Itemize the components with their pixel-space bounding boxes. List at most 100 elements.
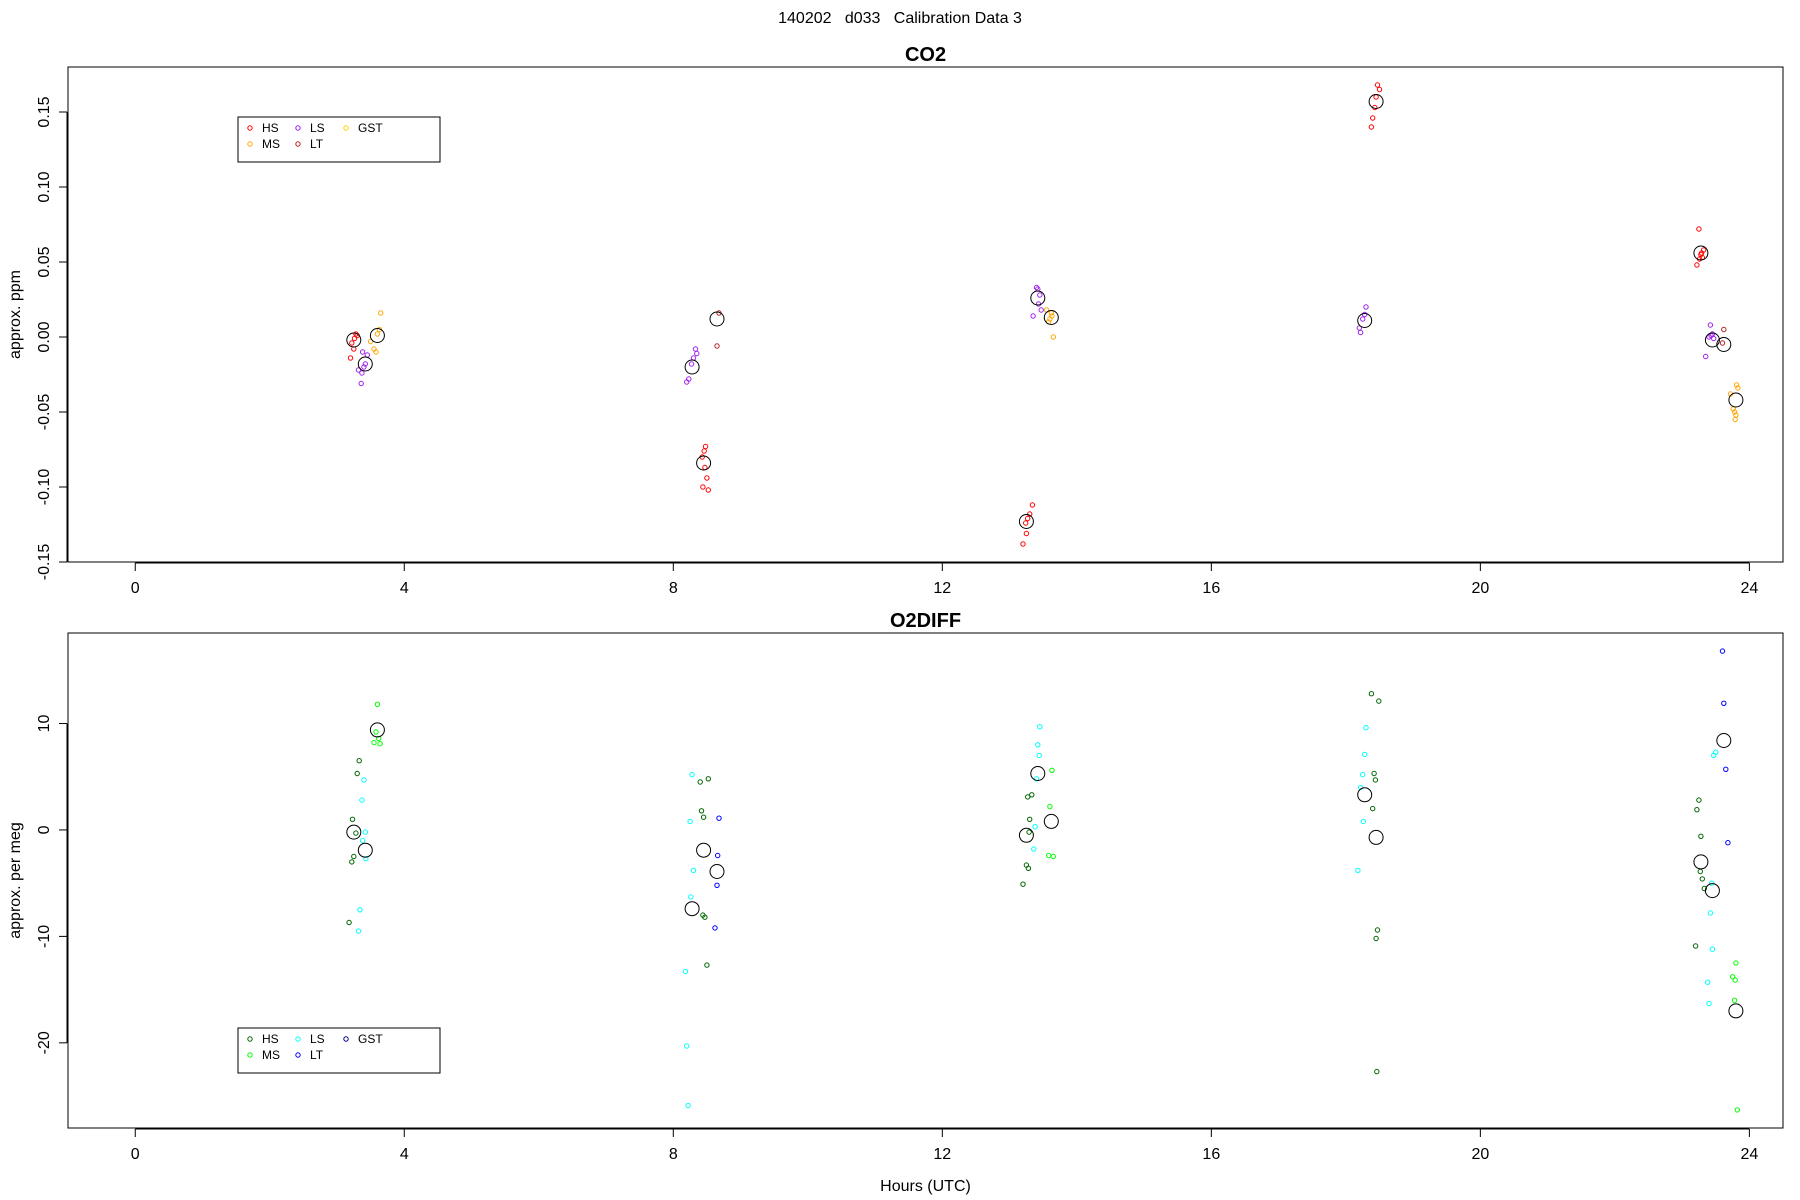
data-point: [361, 364, 367, 370]
data-point: [1731, 409, 1738, 415]
data-point: [1362, 311, 1368, 318]
data-point: [1734, 1107, 1741, 1113]
data-point: [1029, 792, 1035, 798]
mean-point: [696, 842, 712, 858]
data-point: [1355, 867, 1361, 874]
mean-point: [346, 332, 362, 348]
data-point: [688, 361, 695, 367]
data-point: [362, 829, 368, 835]
legend: HS MS LS LT GST: [237, 116, 441, 163]
panel-title: CO2: [905, 44, 946, 66]
data-point: [1371, 770, 1377, 777]
series-lt: [712, 648, 1731, 931]
data-point: [1713, 749, 1719, 755]
legend-label: LT: [310, 1048, 324, 1062]
x-tick-label: 20: [1471, 1146, 1489, 1163]
data-point: [1721, 326, 1727, 333]
data-point: [704, 962, 710, 968]
mean-point: [696, 455, 712, 471]
legend-box: [237, 1027, 441, 1074]
data-point: [701, 448, 707, 454]
y-tick-label: 0.05: [36, 246, 53, 277]
legend-label: LS: [310, 121, 325, 135]
legend-marker: [295, 1036, 301, 1042]
data-point: [1725, 840, 1731, 846]
data-point: [1036, 752, 1042, 759]
data-point: [1050, 853, 1057, 860]
data-point: [1729, 974, 1736, 980]
legend-entry-ms: MS: [247, 137, 280, 151]
data-point: [354, 770, 360, 777]
legend-marker: [247, 1052, 253, 1058]
data-point: [373, 729, 379, 735]
data-point: [363, 856, 369, 862]
data-point: [684, 1043, 690, 1049]
legend-label: GST: [358, 1032, 383, 1046]
data-point: [1368, 691, 1375, 697]
data-point: [1374, 82, 1381, 88]
mean-point: [1043, 813, 1059, 829]
data-point: [1049, 767, 1055, 773]
data-point: [1370, 805, 1376, 812]
data-point: [1020, 541, 1026, 547]
data-point: [1023, 530, 1030, 537]
data-point: [1035, 301, 1042, 307]
mean-point: [1716, 337, 1732, 352]
y-tick-label: -20: [36, 1031, 53, 1054]
mean-point: [1728, 1003, 1744, 1019]
data-point: [1705, 979, 1711, 985]
series-ls: [355, 284, 1717, 387]
mean-point: [369, 328, 385, 343]
y-axis: -0.15 -0.10 -0.05 0.00 0.05 0.10 0.15: [36, 96, 68, 580]
data-point: [685, 1102, 691, 1109]
data-point: [1022, 520, 1029, 526]
data-point: [1368, 124, 1375, 130]
data-point: [1050, 334, 1057, 340]
x-tick-label: 4: [400, 580, 409, 597]
data-point: [1047, 803, 1053, 810]
data-point: [349, 340, 355, 346]
data-point: [1731, 997, 1738, 1003]
y-axis-label: approx. ppm: [7, 270, 24, 359]
legend-label: MS: [262, 1048, 280, 1062]
series-hs: [347, 82, 1707, 547]
mean-point: [1704, 332, 1720, 348]
data-point: [1719, 648, 1726, 654]
data-point: [1723, 766, 1729, 772]
data-point: [1032, 824, 1038, 830]
x-tick-label: 12: [933, 1146, 951, 1163]
mean-point: [709, 864, 725, 879]
legend-marker: [295, 1052, 301, 1058]
data-point: [1699, 876, 1706, 882]
data-point: [694, 350, 700, 357]
mean-point: [684, 901, 700, 917]
data-point: [1697, 868, 1704, 875]
x-tick-label: 8: [669, 1146, 678, 1163]
data-point: [1363, 304, 1369, 310]
legend-marker: [247, 1036, 253, 1042]
data-point: [1692, 943, 1699, 949]
data-point: [692, 346, 699, 352]
data-point: [1719, 340, 1726, 346]
data-point: [700, 814, 707, 820]
data-point: [1031, 846, 1037, 852]
legend-entry-lt: LT: [295, 1048, 324, 1062]
data-point: [347, 355, 354, 361]
data-point: [1027, 816, 1033, 822]
legend-box: [237, 116, 441, 163]
data-point: [1362, 751, 1368, 758]
mean-markers: [346, 94, 1744, 529]
x-tick-label: 4: [400, 1146, 409, 1163]
legend-entry-ls: LS: [295, 121, 325, 135]
y-tick-label: 10: [36, 714, 53, 732]
x-tick-label: 0: [131, 1146, 140, 1163]
data-point: [686, 376, 692, 382]
mean-point: [1030, 290, 1046, 306]
data-point: [349, 859, 355, 865]
mean-point: [1693, 854, 1709, 870]
data-point: [1376, 698, 1382, 704]
legend-entry-lt: LT: [295, 137, 324, 151]
data-point: [1376, 86, 1383, 93]
mean-point: [709, 311, 725, 327]
data-point: [1698, 250, 1705, 256]
